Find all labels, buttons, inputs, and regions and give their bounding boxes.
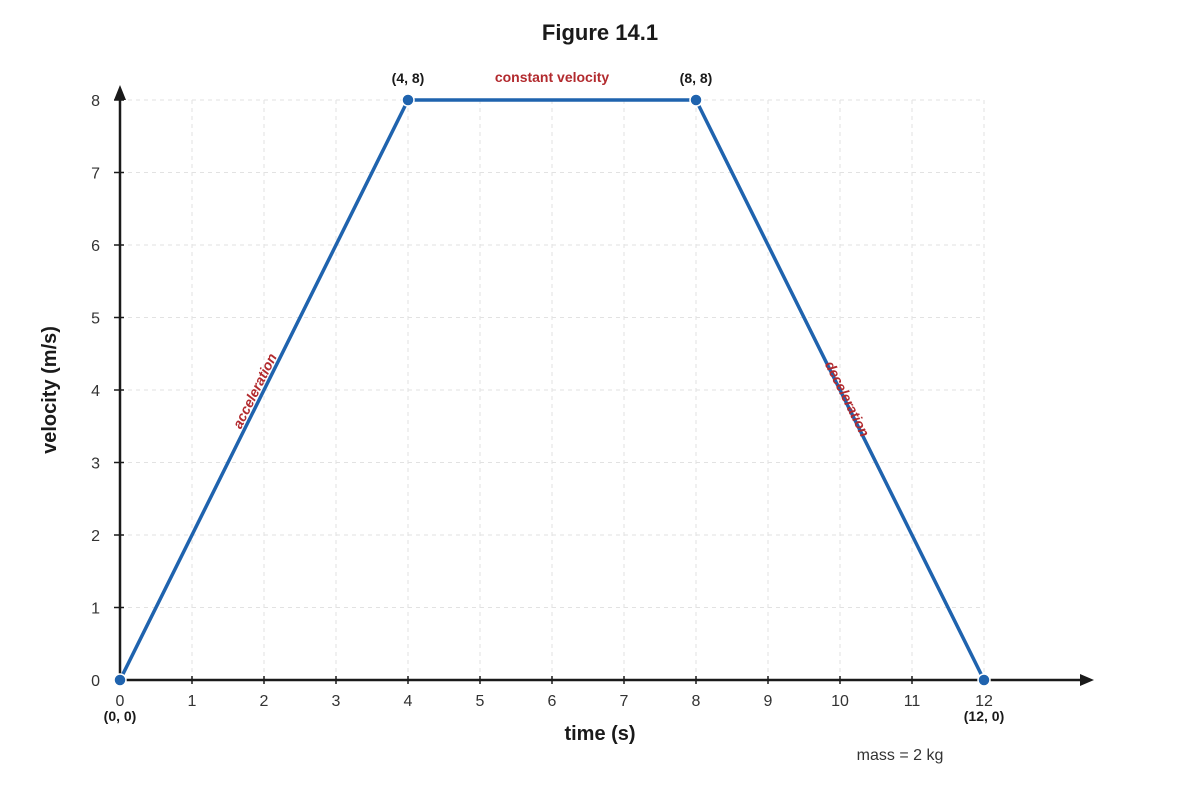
series-velocity — [113, 93, 991, 687]
chart-title: Figure 14.1 — [542, 20, 658, 45]
x-tick-label: 5 — [476, 693, 485, 710]
data-point — [977, 673, 991, 687]
point-label: (4, 8) — [392, 70, 425, 86]
y-axis-label: velocity (m/s) — [39, 326, 61, 454]
point-label: (0, 0) — [104, 708, 137, 724]
velocity-line — [118, 98, 986, 681]
y-tick-label: 3 — [91, 456, 100, 473]
point-label: (12, 0) — [964, 708, 1004, 724]
x-tick-label: 0 — [116, 693, 125, 710]
grid — [120, 99, 985, 680]
annotations: (0, 0) (4, 8) (8, 8) (12, 0) acceleration con… — [104, 69, 1005, 724]
y-tick-label: 7 — [91, 166, 100, 183]
x-tick-label: 3 — [332, 693, 341, 710]
x-tick-label: 11 — [904, 693, 921, 710]
segment-label-acceleration: acceleration — [229, 351, 280, 431]
y-tick-label: 1 — [91, 601, 100, 618]
y-tick-label: 4 — [91, 383, 100, 400]
data-point — [113, 673, 127, 687]
y-tick-label: 8 — [91, 93, 100, 110]
x-tick-label: 7 — [620, 693, 629, 710]
axes — [114, 85, 1094, 686]
y-axis-arrow-icon — [114, 85, 126, 100]
x-tick-label: 9 — [764, 693, 773, 710]
data-point — [689, 93, 703, 107]
y-tick-label: 5 — [91, 311, 100, 328]
x-tick-label: 2 — [260, 693, 269, 710]
mass-note: mass = 2 kg — [857, 747, 944, 764]
point-label: (8, 8) — [680, 70, 713, 86]
x-tick-label: 6 — [548, 693, 557, 710]
x-tick-label: 4 — [404, 693, 413, 710]
segment-label-constant-velocity: constant velocity — [495, 69, 610, 85]
data-point — [401, 93, 415, 107]
x-tick-label: 1 — [188, 693, 197, 710]
x-tick-label: 12 — [975, 693, 993, 710]
x-tick-label: 10 — [831, 693, 849, 710]
x-axis-label: time (s) — [564, 723, 635, 745]
y-tick-label: 6 — [91, 238, 100, 255]
x-tick-label: 8 — [692, 693, 701, 710]
y-tick-label: 0 — [91, 673, 100, 690]
x-axis-arrow-icon — [1080, 674, 1094, 686]
y-tick-label: 2 — [91, 528, 100, 545]
segment-label-deceleration: deceleration — [822, 358, 873, 439]
